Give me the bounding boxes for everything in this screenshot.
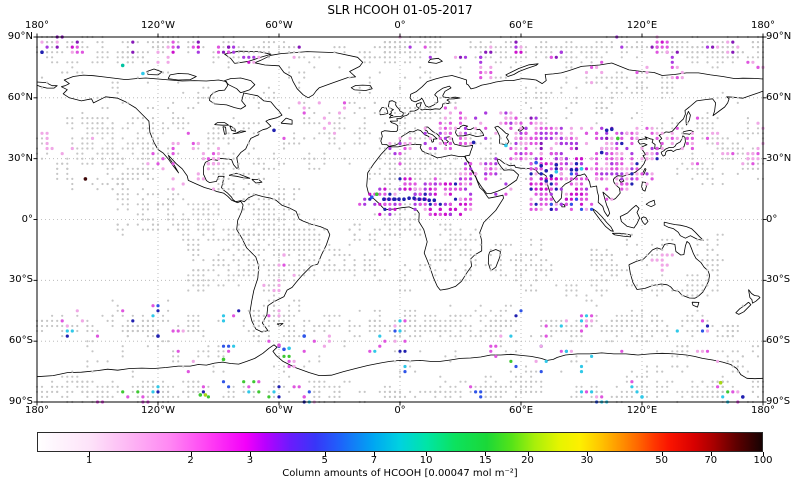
lon-tick-label-bottom: 120°E <box>626 405 658 416</box>
colorbar-tick-label: 10 <box>419 455 433 466</box>
colorbar-tick <box>249 452 251 456</box>
colorbar-tick-label: 70 <box>704 455 718 466</box>
lat-tick-label-right: 90°S <box>766 396 791 407</box>
map-area <box>31 31 769 408</box>
lat-tick-label-left: 90°N <box>7 31 33 42</box>
colorbar-tick-label: 3 <box>246 455 254 466</box>
colorbar-tick <box>373 452 375 456</box>
lon-tick-label-bottom: 0° <box>394 405 406 416</box>
lat-tick-label-left: 60°S <box>8 335 33 347</box>
lon-tick-label-bottom: 60°W <box>265 405 293 416</box>
lat-tick-label-right: 60°N <box>766 91 792 103</box>
colorbar-tick-label: 15 <box>479 455 492 466</box>
lat-tick-label-left: 30°N <box>7 152 33 164</box>
lon-tick-label-bottom: 60°E <box>508 405 534 416</box>
lon-tick-label-top: 120°E <box>626 20 658 31</box>
lon-tick-label-top: 120°W <box>141 20 175 31</box>
colorbar-tick <box>661 452 663 456</box>
colorbar-tick <box>324 452 326 456</box>
data-dots <box>40 35 765 404</box>
colorbar-tick <box>710 452 712 456</box>
colorbar-tick <box>89 452 91 456</box>
colorbar-tick-label: 30 <box>580 455 594 466</box>
lon-tick-label-top: 60°E <box>508 20 534 31</box>
lat-tick-label-left: 30°S <box>8 274 33 286</box>
lon-tick-label-top: 180° <box>24 20 50 31</box>
lon-tick-label-top: 180° <box>750 20 776 31</box>
colorbar-tick-label: 7 <box>370 455 378 466</box>
colorbar-label: Column amounts of HCOOH [0.00047 mol m⁻²… <box>282 468 518 479</box>
colorbar <box>37 432 763 452</box>
lat-tick-label-left: 0° <box>21 213 33 225</box>
lat-tick-label-right: 0° <box>766 213 778 225</box>
colorbar-tick-label: 1 <box>85 455 93 466</box>
world-map <box>33 33 767 406</box>
colorbar-tick-label: 5 <box>321 455 328 466</box>
lon-tick-label-bottom: 180° <box>24 405 50 416</box>
colorbar-tick-label: 2 <box>187 455 194 466</box>
lat-tick-label-right: 90°N <box>766 31 792 42</box>
colorbar-tick-label: 100 <box>753 455 773 466</box>
lon-tick-label-bottom: 180° <box>750 405 776 416</box>
lat-tick-label-left: 60°N <box>7 91 33 103</box>
colorbar-tick <box>763 452 764 456</box>
colorbar-tick <box>190 452 192 456</box>
colorbar-tick <box>586 452 588 456</box>
axis-ticks <box>33 33 767 406</box>
colorbar-tick <box>426 452 428 456</box>
lat-tick-label-right: 60°S <box>766 335 791 347</box>
lon-tick-label-bottom: 120°W <box>141 405 175 416</box>
lon-tick-label-top: 0° <box>394 20 406 31</box>
colorbar-tick-label: 50 <box>655 455 668 466</box>
lat-tick-label-right: 30°N <box>766 152 792 164</box>
lon-tick-label-top: 60°W <box>265 20 293 31</box>
lat-tick-label-left: 90°S <box>8 396 33 407</box>
colorbar-tick <box>527 452 529 456</box>
colorbar-tick <box>485 452 487 456</box>
lat-tick-label-right: 30°S <box>766 274 791 286</box>
colorbar-tick-label: 20 <box>521 455 534 466</box>
plot-title: SLR HCOOH 01-05-2017 <box>327 3 473 17</box>
